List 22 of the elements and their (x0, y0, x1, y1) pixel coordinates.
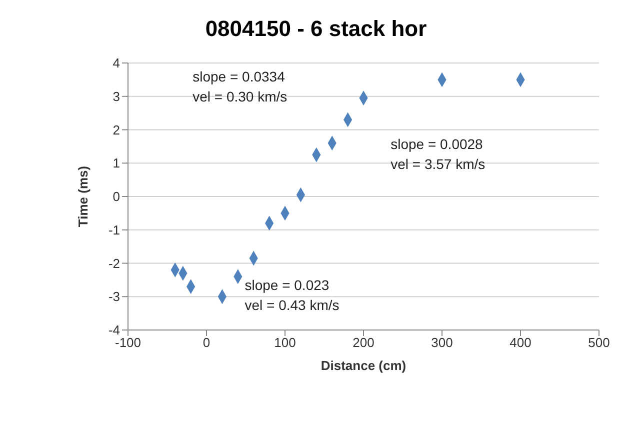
y-tick-label: -4 (108, 322, 120, 338)
y-tick-label: 2 (112, 122, 120, 138)
annotation: slope = 0.0028 vel = 3.57 km/s (390, 136, 486, 172)
y-tick-label: 0 (112, 189, 120, 204)
x-tick-label: 400 (510, 335, 532, 350)
y-tick-label: -1 (108, 222, 120, 238)
x-tick-label: 300 (431, 335, 453, 350)
x-tick-label: -100 (114, 335, 142, 350)
y-tick-label: -3 (108, 289, 120, 304)
x-axis-title: Distance (cm) (320, 358, 406, 373)
x-tick-label: 200 (352, 335, 374, 350)
x-tick-label: 0 (202, 335, 210, 350)
x-tick-label: 500 (588, 335, 610, 350)
y-axis-title: Time (ms) (76, 166, 91, 228)
annotation: slope = 0.0334 vel = 0.30 km/s (192, 68, 288, 104)
annotation: slope = 0.023 vel = 0.43 km/s (244, 277, 340, 314)
y-tick-label: 1 (112, 156, 120, 171)
y-tick-label: 3 (112, 88, 120, 104)
chart-title: 0804150 - 6 stack hor (204, 16, 428, 42)
y-tick-label: 4 (112, 56, 120, 71)
x-tick-label: 100 (274, 335, 296, 350)
y-tick-label: -2 (108, 256, 120, 271)
